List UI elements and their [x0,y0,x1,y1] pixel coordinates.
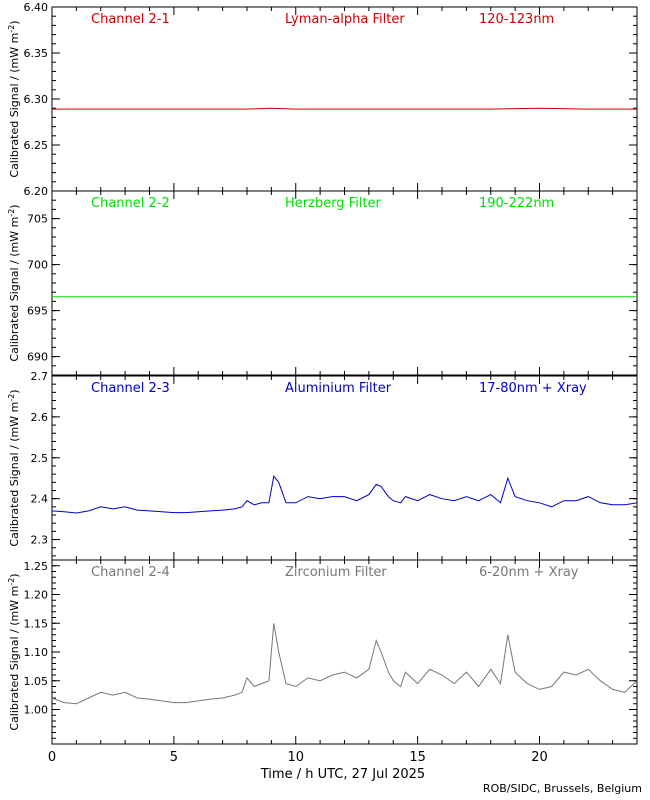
panel-band-label: 190-222nm [479,196,554,211]
panel-band-label: 17-80nm + Xray [479,381,587,396]
y-axis-label: Calibrated Signal / (mW m-2) [7,389,21,546]
y-tick-label: 690 [27,351,48,364]
y-tick-label: 1.10 [24,646,49,659]
panel-4: 1.00 1.05 1.10 1.15 1.20 1.25 Channel 2-4 Zirco… [7,559,638,745]
y-tick-label: 6.40 [24,1,49,14]
y-tick-label: 1.15 [24,617,49,630]
y-tick-label: 2.5 [31,452,49,465]
y-tick-label: 705 [27,213,48,226]
panel-2: 690 695 700 705 Channel 2-2 Herzberg Filter 19… [7,190,638,376]
y-tick-label: 6.20 [24,185,49,198]
x-tick-label: 5 [170,750,178,765]
y-tick-label: 700 [27,259,48,272]
panel-band-label: 6-20nm + Xray [479,565,579,580]
panel-channel-label: Channel 2-4 [91,565,170,580]
y-axis-label: Calibrated Signal / (mW m-2) [7,573,21,730]
panel-band-label: 120-123nm [479,12,554,27]
panel-3: 2.3 2.4 2.5 2.6 2.7 Channel 2-3 Aluminium Filt… [7,370,638,561]
panel-channel-label: Channel 2-2 [91,196,170,211]
panel-1: 6.20 6.25 6.30 6.35 6.40 Channel 2-1 Lyman-alp… [7,1,638,198]
credit-text: ROB/SIDC, Brussels, Belgium [483,782,642,795]
y-tick-label: 1.25 [24,560,49,573]
y-tick-label: 695 [27,305,48,318]
x-tick-label: 0 [48,750,56,765]
y-tick-label: 1.00 [24,704,49,717]
y-tick-label: 2.3 [31,534,49,547]
panel-channel-label: Channel 2-3 [91,381,170,396]
y-tick-label: 2.4 [31,493,49,506]
panel-channel-label: Channel 2-1 [91,12,170,27]
y-tick-label: 6.35 [24,47,49,60]
y-axis-label: Calibrated Signal / (mW m-2) [7,20,21,177]
series-line-4 [51,623,638,705]
series-line-3 [51,475,638,514]
x-tick-label: 15 [409,750,426,765]
panel-filter-label: Herzberg Filter [285,196,382,211]
y-tick-label: 6.25 [24,139,49,152]
x-tick-label: 20 [531,750,548,765]
series-line-1 [52,107,637,110]
x-axis-label: Time / h UTC, 27 Jul 2025 [260,767,425,782]
panel-filter-label: Lyman-alpha Filter [285,12,405,27]
y-tick-label: 1.05 [24,675,49,688]
x-tick-label: 10 [287,750,304,765]
y-tick-label: 2.7 [31,370,49,383]
y-tick-label: 6.30 [24,93,49,106]
y-tick-label: 2.6 [31,411,49,424]
panel-filter-label: Aluminium Filter [285,381,392,396]
y-tick-label: 1.20 [24,589,49,602]
y-axis-label: Calibrated Signal / (mW m-2) [7,204,21,361]
panel-filter-label: Zirconium Filter [285,565,387,580]
